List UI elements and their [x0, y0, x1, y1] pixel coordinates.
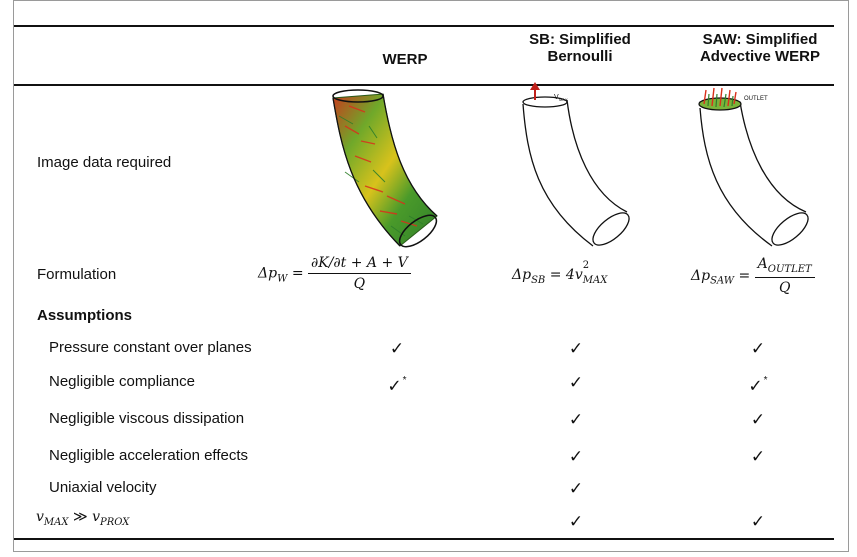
werp-numerator: ∂K/∂t + A + V [308, 255, 411, 274]
asterisk-werp: * [402, 375, 407, 386]
row-label-uniaxial: Uniaxial velocity [49, 479, 157, 496]
check-viscous-saw: ✓ [750, 410, 766, 429]
saw-fraction: AOUTLET Q [754, 256, 815, 296]
werp-lhs-sub: W [277, 273, 288, 285]
check-pressure-sb: ✓ [568, 339, 584, 358]
header-sb-line2: Bernoulli [547, 48, 613, 65]
saw-lhs: Δp [691, 267, 711, 284]
row-label-pressure: Pressure constant over planes [49, 339, 252, 356]
check-acceleration-sb: ✓ [568, 447, 584, 466]
check-pressure-werp: ✓ [389, 339, 405, 358]
vmax-sub-label: MAX [559, 97, 568, 102]
saw-formula: ΔpSAW = AOUTLET Q [691, 256, 815, 296]
check-velocity-sb: ✓ [568, 512, 584, 531]
werp-fraction: ∂K/∂t + A + V Q [308, 255, 411, 292]
sb-rhs-sup: 2 [582, 260, 590, 271]
sb-lhs-sub: SB [531, 274, 546, 286]
sb-formula: ΔpSB = 4v 2 MAX [512, 260, 608, 286]
werp-formula: ΔpW = ∂K/∂t + A + V Q [258, 255, 411, 292]
v-prox-symbol: v [92, 509, 100, 525]
outlet-label: OUTLET [744, 96, 768, 102]
sb-lhs: Δp [512, 267, 532, 283]
saw-numerator-sub: OUTLET [767, 263, 812, 275]
sb-vessel-image: V MAX [522, 82, 630, 247]
saw-lhs-sub: SAW [710, 275, 735, 287]
header-sb: SB: Simplified Bernoulli [500, 31, 660, 65]
werp-denominator: Q [353, 276, 366, 292]
header-saw: SAW: Simplified Advective WERP [680, 31, 840, 65]
werp-lhs: Δp [258, 265, 278, 282]
sb-rhs-sub: MAX [582, 274, 608, 286]
check-pressure-saw: ✓ [750, 339, 766, 358]
row-label-image-data: Image data required [37, 154, 172, 171]
check-uniaxial-sb: ✓ [568, 479, 584, 498]
row-label-formulation: Formulation [37, 266, 117, 283]
final-rule [14, 538, 834, 540]
asterisk-saw: * [763, 375, 768, 386]
row-label-velocity-ratio: vMAX ≫ vPROX [36, 509, 129, 528]
row-label-viscous: Negligible viscous dissipation [49, 410, 245, 427]
saw-numerator: AOUTLET [754, 256, 815, 278]
much-greater-op: ≫ [72, 509, 88, 525]
header-werp: WERP [382, 51, 428, 68]
saw-vessel-image: OUTLET [698, 87, 809, 247]
header-rule [14, 84, 834, 86]
vmax-label: V [554, 94, 559, 101]
table-frame [13, 0, 849, 552]
check-acceleration-saw: ✓ [750, 447, 766, 466]
check-compliance-sb: ✓ [568, 373, 584, 392]
check-viscous-sb: ✓ [568, 410, 584, 429]
v-max-symbol: v [36, 509, 44, 525]
check-compliance-saw: ✓* [748, 375, 768, 396]
row-label-compliance: Negligible compliance [49, 373, 195, 390]
top-rule [14, 25, 834, 27]
row-label-assumptions: Assumptions [37, 307, 133, 324]
v-prox-sub: PROX [100, 516, 130, 528]
header-saw-line2: Advective WERP [699, 48, 821, 65]
check-velocity-saw: ✓ [750, 512, 766, 531]
sb-rhs: 4v [565, 267, 583, 283]
row-label-acceleration: Negligible acceleration effects [49, 447, 249, 464]
werp-flow-image [332, 89, 438, 248]
saw-denominator: Q [778, 279, 791, 296]
header-sb-line1: SB: Simplified [529, 31, 631, 48]
v-max-sub: MAX [43, 516, 69, 528]
header-saw-line1: SAW: Simplified [702, 31, 818, 48]
check-compliance-werp: ✓* [387, 375, 407, 396]
